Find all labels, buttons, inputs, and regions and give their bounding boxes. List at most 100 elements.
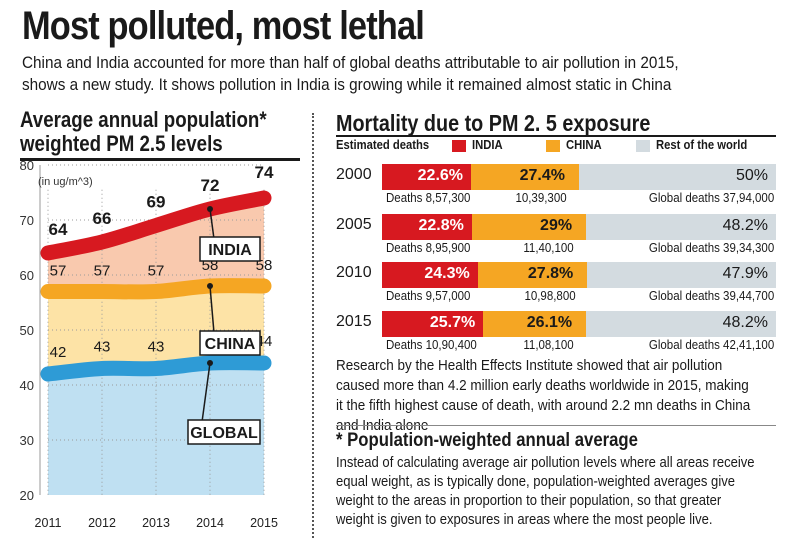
headline: Most polluted, most lethal	[22, 4, 425, 48]
y-tick-label: 80	[20, 158, 34, 173]
bar-label-rest: 48.2%	[722, 314, 768, 331]
bar-segment-rest: 48.2%	[586, 214, 776, 240]
legend-swatch-rest	[636, 140, 650, 152]
global-callout-box	[187, 419, 261, 445]
china-line	[40, 278, 272, 300]
bar-label-china: 26.1%	[526, 314, 573, 331]
global-value-label: 43	[94, 339, 111, 356]
bar-label-rest: 47.9%	[722, 265, 768, 282]
pm25-line-chart: 20 30 40 50 60 70 80 (in ug/m^3) 2011 2012 2013 201…	[20, 158, 278, 530]
row-year: 2000	[336, 166, 372, 183]
stacked-bar: 22.8% 29% 48.2%	[382, 214, 776, 240]
india-value-label: 72	[201, 176, 220, 195]
bar-label-china: 27.8%	[527, 265, 574, 282]
column-divider	[312, 113, 314, 538]
footnote-title: * Population-weighted annual average	[336, 430, 638, 451]
india-callout-pointer	[209, 208, 215, 240]
legend-text-india: INDIA	[472, 138, 503, 152]
china-deaths: 10,39,300	[515, 191, 567, 205]
deck-line-2: shows a new study. It shows pollution in…	[22, 75, 672, 94]
china-value-label: 57	[148, 263, 165, 280]
stacked-bar: 22.6% 27.4% 50%	[382, 164, 776, 190]
bar-label-india: 24.3%	[424, 265, 470, 282]
stacked-bar: 24.3% 27.8% 47.9%	[382, 262, 776, 288]
stacked-bar: 25.7% 26.1% 48.2%	[382, 311, 776, 337]
bar-segment-china: 27.8%	[477, 262, 588, 288]
x-tick-label: 2015	[250, 516, 278, 530]
india-value-label: 64	[49, 220, 68, 239]
global-callout-pointer	[201, 362, 211, 423]
y-tick-label: 50	[20, 323, 34, 338]
line-chart-title-line-2: weighted PM 2.5 levels	[20, 131, 223, 156]
section-rule	[336, 425, 776, 426]
china-series-label: CHINA	[205, 336, 256, 353]
china-callout-pointer	[209, 285, 215, 334]
china-value-label: 57	[50, 263, 67, 280]
x-tick-label: 2011	[35, 516, 62, 530]
bar-segment-china: 29%	[471, 214, 587, 240]
y-tick-label: 60	[20, 268, 34, 283]
y-tick-label: 20	[20, 488, 34, 503]
line-chart-title: Average annual population* weighted PM 2…	[20, 108, 267, 156]
legend-swatch-india	[452, 140, 466, 152]
bar-label-india: 22.8%	[418, 217, 464, 234]
india-line	[40, 190, 272, 261]
india-deaths: Deaths 9,57,000	[386, 289, 471, 303]
unit-label: (in ug/m^3)	[38, 176, 93, 188]
india-deaths: Deaths 10,90,400	[386, 338, 477, 352]
y-tick-label: 30	[20, 433, 34, 448]
y-tick-label: 40	[20, 378, 34, 393]
line-chart-title-line-1: Average annual population*	[20, 107, 267, 132]
global-deaths: Global deaths 37,94,000	[648, 191, 774, 205]
legend-label: Estimated deaths	[336, 138, 430, 152]
global-callout-dot	[207, 360, 213, 366]
bar-segment-china: 26.1%	[483, 311, 587, 337]
global-value-label: 42	[50, 344, 67, 361]
global-deaths: Global deaths 39,34,300	[648, 241, 774, 255]
mortality-title: Mortality due to PM 2. 5 exposure	[336, 110, 651, 136]
legend-text-china: CHINA	[566, 138, 602, 152]
china-deaths: 11,08,100	[523, 338, 575, 352]
bar-label-china: 29%	[540, 217, 573, 234]
china-value-label: 57	[94, 263, 111, 280]
bar-label-rest: 50%	[735, 167, 768, 184]
research-paragraph: Research by the Health Effects Institute…	[336, 357, 751, 434]
bar-segment-china: 27.4%	[471, 164, 579, 190]
bar-segment-rest: 50%	[578, 164, 776, 190]
x-tick-label: 2013	[142, 516, 170, 530]
bar-label-china: 27.4%	[519, 167, 565, 184]
bar-segment-india: 24.3%	[382, 262, 478, 288]
mortality-row-2015: 2015 25.7% 26.1% 48.2% Deaths 10,90,400 11,08…	[336, 311, 776, 361]
deck-line-1: China and India accounted for more than …	[22, 53, 679, 72]
china-callout-dot	[207, 283, 213, 289]
india-callout-box	[199, 236, 261, 262]
bar-label-india: 22.6%	[417, 167, 464, 184]
mortality-row-2005: 2005 22.8% 29% 48.2% Deaths 8,95,900 11,40,10…	[336, 214, 776, 264]
row-year: 2010	[336, 264, 372, 281]
global-line	[40, 355, 272, 382]
global-value-label: 43	[148, 339, 165, 356]
global-deaths: Global deaths 42,41,100	[648, 338, 774, 352]
mortality-legend: Estimated deaths INDIA CHINA Rest of the…	[336, 138, 776, 154]
mortality-row-2010: 2010 24.3% 27.8% 47.9% Deaths 9,57,000 10,98,…	[336, 262, 776, 312]
mortality-title-rule	[336, 135, 776, 137]
india-deaths: Deaths 8,57,300	[386, 191, 471, 205]
bar-segment-india: 22.6%	[382, 164, 472, 190]
bar-segment-rest: 48.2%	[586, 311, 776, 337]
india-deaths: Deaths 8,95,900	[386, 241, 471, 255]
bar-label-india: 25.7%	[429, 314, 476, 331]
china-callout-box	[199, 330, 261, 356]
x-tick-label: 2014	[196, 516, 224, 530]
india-callout-dot	[207, 206, 213, 212]
india-value-label: 69	[147, 193, 166, 212]
deck: China and India accounted for more than …	[22, 52, 679, 96]
china-deaths: 11,40,100	[523, 241, 575, 255]
india-value-label: 74	[255, 163, 274, 182]
line-chart-title-rule	[20, 158, 300, 161]
bar-label-rest: 48.2%	[722, 217, 768, 234]
footnote-body: Instead of calculating average air pollu…	[336, 455, 755, 528]
bar-segment-india: 22.8%	[382, 214, 472, 240]
legend-text-rest: Rest of the world	[656, 138, 748, 152]
row-year: 2005	[336, 216, 372, 233]
china-deaths: 10,98,800	[524, 289, 576, 303]
